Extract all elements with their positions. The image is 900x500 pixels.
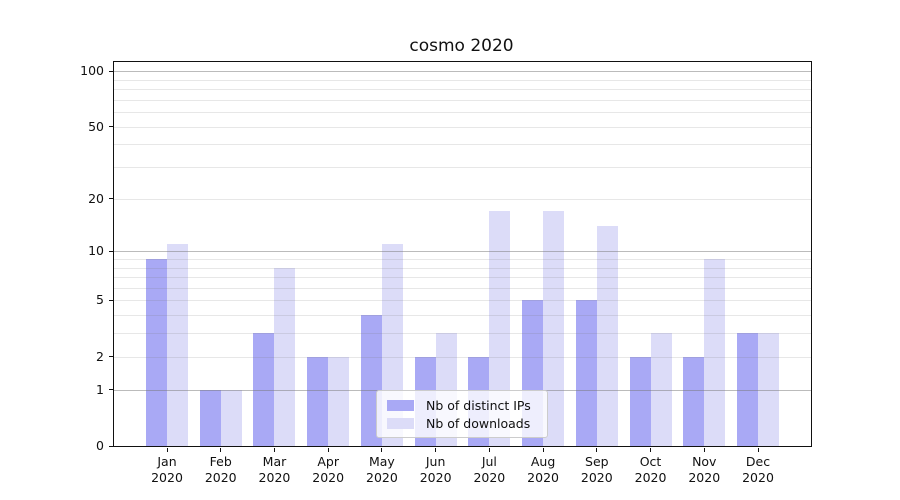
- bar-downloads-feb: [220, 389, 242, 446]
- x-tick-mark: [596, 448, 598, 452]
- y-tick-label: 20: [88, 190, 104, 206]
- y-tick-mark: [109, 445, 113, 447]
- x-tick-label-dec: Dec 2020: [742, 454, 774, 485]
- y-tick-label: 2: [96, 348, 104, 364]
- y-tick-label: 5: [96, 292, 104, 308]
- x-tick-mark: [488, 448, 490, 452]
- y-tick-label: 100: [80, 63, 104, 79]
- legend: Nb of distinct IPs Nb of downloads: [376, 390, 548, 438]
- bar-ips-mar: [253, 333, 275, 446]
- bar-downloads-oct: [650, 333, 672, 446]
- x-tick-mark: [650, 448, 652, 452]
- y-gridline-major: [114, 251, 811, 253]
- x-tick-mark: [273, 448, 275, 452]
- bar-downloads-aug: [543, 211, 565, 446]
- y-tick-mark: [109, 198, 113, 200]
- x-tick-mark: [757, 448, 759, 452]
- y-tick-label: 10: [88, 243, 104, 259]
- legend-row-downloads: Nb of downloads: [385, 416, 539, 431]
- y-gridline-minor: [114, 144, 811, 146]
- y-gridline-minor: [114, 79, 811, 81]
- y-tick-label: 1: [96, 381, 104, 397]
- bar-downloads-nov: [704, 258, 726, 446]
- bar-ips-nov: [683, 356, 705, 446]
- x-tick-label-jul: Jul 2020: [473, 454, 506, 485]
- bar-downloads-jan: [167, 244, 188, 446]
- x-tick-label-nov: Nov 2020: [688, 454, 721, 485]
- y-tick-mark: [109, 126, 113, 128]
- x-tick-label-jan: Jan 2020: [151, 454, 183, 485]
- x-tick-mark: [703, 448, 705, 452]
- y-tick-mark: [109, 389, 113, 391]
- x-tick-mark: [166, 448, 168, 452]
- y-tick-label: 50: [88, 118, 104, 134]
- legend-label-distinct-ips: Nb of distinct IPs: [426, 397, 531, 413]
- x-tick-label-aug: Aug 2020: [527, 454, 559, 485]
- y-tick-mark: [109, 250, 113, 252]
- bar-ips-sep: [575, 300, 597, 446]
- y-tick-mark: [109, 70, 113, 72]
- y-tick-mark: [109, 356, 113, 358]
- bar-downloads-jul: [489, 211, 511, 446]
- bar-ips-jan: [146, 258, 167, 446]
- bar-ips-feb: [199, 389, 221, 446]
- x-tick-label-mar: Mar 2020: [258, 454, 291, 485]
- bar-downloads-mar: [274, 267, 296, 446]
- x-tick-label-sep: Sep 2020: [580, 454, 613, 485]
- bar-downloads-apr: [328, 356, 350, 446]
- y-gridline-minor: [114, 198, 811, 200]
- bar-downloads-sep: [596, 226, 618, 446]
- y-gridline-minor: [114, 89, 811, 91]
- legend-row-ips: Nb of distinct IPs: [385, 398, 539, 413]
- legend-swatch-distinct-ips: [387, 399, 414, 411]
- x-tick-mark: [542, 448, 544, 452]
- x-tick-mark: [435, 448, 437, 452]
- bar-ips-apr: [307, 356, 329, 446]
- x-tick-mark: [381, 448, 383, 452]
- x-tick-label-feb: Feb 2020: [204, 454, 237, 485]
- bar-ips-oct: [629, 356, 651, 446]
- bar-ips-dec: [737, 333, 758, 446]
- y-gridline-minor: [114, 167, 811, 169]
- chart-title: cosmo 2020: [409, 36, 514, 56]
- y-gridline-minor: [114, 112, 811, 114]
- x-tick-label-may: May 2020: [366, 454, 398, 485]
- y-gridline-major: [114, 71, 811, 73]
- y-gridline-minor: [114, 126, 811, 128]
- x-tick-label-oct: Oct 2020: [634, 454, 667, 485]
- legend-label-downloads: Nb of downloads: [426, 415, 531, 431]
- x-tick-label-apr: Apr 2020: [312, 454, 345, 485]
- plot-area: Nb of distinct IPs Nb of downloads 0 1 2 5 1…: [80, 61, 812, 485]
- y-tick-label: 0: [96, 438, 104, 453]
- x-tick-mark: [327, 448, 329, 452]
- y-tick-mark: [109, 299, 113, 301]
- bar-downloads-dec: [758, 333, 779, 446]
- legend-swatch-downloads: [387, 417, 414, 429]
- y-gridline-minor: [114, 99, 811, 101]
- x-tick-label-jun: Jun 2020: [419, 454, 452, 485]
- x-tick-mark: [220, 448, 222, 452]
